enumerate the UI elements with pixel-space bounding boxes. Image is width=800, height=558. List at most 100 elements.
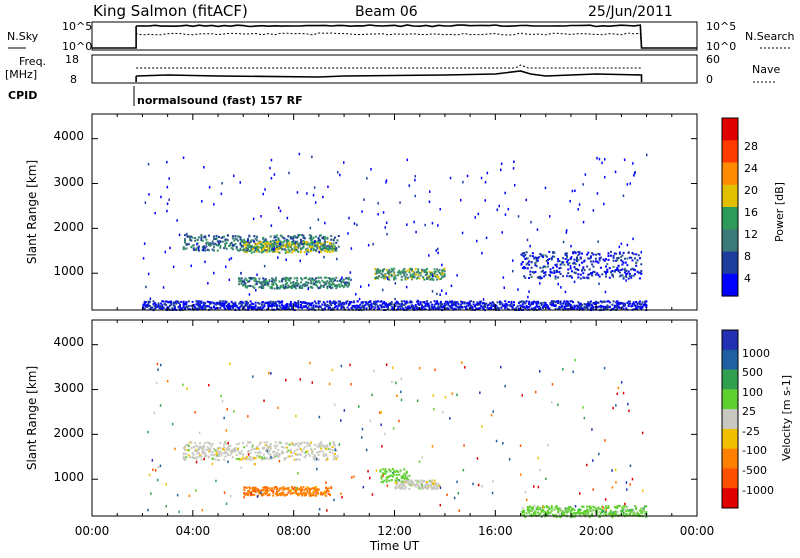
velocity-pixel bbox=[300, 443, 302, 446]
power-pixel bbox=[626, 243, 629, 247]
power-pixel bbox=[329, 302, 331, 305]
power-pixel bbox=[228, 305, 231, 308]
power-pixel bbox=[528, 300, 531, 303]
power-pixel bbox=[620, 242, 623, 245]
power-pixel bbox=[329, 300, 331, 303]
velocity-pixel bbox=[310, 448, 313, 451]
velocity-pixel bbox=[598, 511, 601, 514]
velocity-pixel bbox=[270, 372, 272, 375]
power-pixel bbox=[182, 248, 185, 251]
velocity-pixel bbox=[629, 483, 631, 486]
power-pixel bbox=[429, 273, 432, 276]
velocity-pixel bbox=[301, 488, 304, 491]
power-pixel bbox=[399, 307, 402, 310]
power-pixel bbox=[592, 260, 595, 263]
velocity-pixel bbox=[385, 470, 388, 473]
velocity-pixel bbox=[256, 495, 259, 498]
power-pixel bbox=[524, 258, 527, 260]
power-pixel bbox=[182, 305, 185, 308]
power-pixel bbox=[617, 256, 620, 259]
power-pixel bbox=[291, 305, 294, 308]
power-pixel bbox=[200, 306, 203, 309]
power-pixel bbox=[433, 300, 436, 303]
power-pixel bbox=[325, 276, 328, 279]
power-pixel bbox=[428, 306, 431, 309]
power-pixel bbox=[457, 306, 460, 309]
velocity-pixel bbox=[312, 494, 315, 497]
power-pixel bbox=[571, 300, 573, 303]
power-pixel bbox=[253, 306, 256, 309]
power-pixel bbox=[142, 257, 145, 260]
velocity-pixel bbox=[262, 446, 265, 449]
power-pixel bbox=[231, 302, 234, 305]
power-pixel bbox=[189, 235, 192, 238]
cpid-value: normalsound (fast) 157 RF bbox=[137, 94, 303, 107]
power-pixel bbox=[265, 245, 268, 248]
velocity-pixel bbox=[253, 456, 256, 459]
power-pixel bbox=[431, 277, 434, 280]
power-pixel bbox=[434, 302, 437, 305]
velocity-pixel bbox=[426, 481, 428, 483]
power-pixel bbox=[310, 234, 313, 237]
velocity-pixel bbox=[612, 511, 615, 514]
velocity-pixel bbox=[433, 487, 436, 490]
power-pixel bbox=[433, 273, 436, 275]
power-pixel bbox=[622, 194, 625, 197]
power-pixel bbox=[305, 243, 307, 246]
power-pixel bbox=[528, 302, 531, 305]
velocity-pixel bbox=[240, 450, 243, 453]
power-pixel bbox=[273, 250, 276, 253]
velocity-pixel bbox=[309, 361, 311, 365]
power-pixel bbox=[450, 284, 453, 288]
velocity-pixel bbox=[282, 488, 285, 490]
vel-cbar-tick-neg500: -500 bbox=[742, 464, 767, 477]
power-pixel bbox=[161, 308, 164, 311]
velocity-pixel bbox=[551, 383, 554, 386]
power-pixel bbox=[437, 275, 440, 278]
power-pixel bbox=[263, 282, 266, 285]
velocity-pixel bbox=[479, 391, 481, 394]
power-pixel bbox=[298, 242, 301, 245]
velocity-pixel bbox=[274, 441, 277, 444]
power-pixel bbox=[189, 239, 192, 242]
power-pixel bbox=[287, 251, 290, 254]
power-pixel bbox=[451, 301, 454, 304]
velocity-pixel bbox=[188, 494, 191, 498]
power-pixel bbox=[248, 280, 251, 283]
velocity-pixel bbox=[263, 453, 265, 456]
power-pixel bbox=[282, 241, 285, 244]
power-pixel bbox=[282, 285, 285, 288]
power-pixel bbox=[286, 245, 289, 248]
power-pixel bbox=[622, 276, 625, 279]
power-pixel bbox=[144, 201, 147, 204]
velocity-pixel bbox=[178, 510, 180, 514]
power-pixel bbox=[644, 303, 647, 306]
power-pixel bbox=[607, 306, 610, 309]
power-pixel bbox=[369, 307, 372, 310]
power-pixel bbox=[530, 220, 532, 224]
power-pixel bbox=[146, 304, 149, 306]
power-pixel bbox=[635, 264, 638, 267]
power-pixel bbox=[605, 265, 607, 268]
power-pixel bbox=[155, 306, 157, 309]
power-pixel bbox=[220, 192, 223, 196]
power-pixel bbox=[302, 305, 305, 308]
velocity-pixel bbox=[536, 511, 539, 514]
power-pixel bbox=[514, 184, 516, 187]
power-pixel bbox=[376, 277, 379, 280]
velocity-pixel bbox=[424, 485, 427, 488]
power-pixel bbox=[244, 282, 247, 285]
velocity-pixel bbox=[424, 486, 427, 489]
power-pixel bbox=[441, 306, 444, 309]
velocity-pixel bbox=[545, 511, 548, 514]
velocity-pixel bbox=[399, 486, 402, 489]
power-pixel bbox=[269, 244, 272, 247]
velocity-pixel bbox=[263, 446, 266, 449]
velocity-pixel bbox=[148, 473, 151, 477]
power-pixel bbox=[625, 275, 628, 277]
power-pixel bbox=[521, 306, 524, 308]
power-pixel bbox=[576, 308, 578, 311]
velocity-pixel bbox=[615, 510, 618, 513]
power-pixel bbox=[564, 253, 567, 256]
power-pixel bbox=[284, 285, 287, 288]
